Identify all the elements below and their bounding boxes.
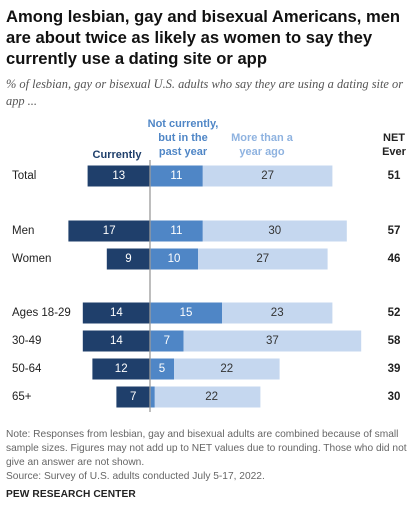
net-value: 51 bbox=[388, 170, 401, 182]
bar-over-year bbox=[222, 302, 333, 324]
data-label-over-year: 23 bbox=[271, 307, 284, 319]
data-label-past-year: 7 bbox=[164, 335, 170, 347]
data-label-past-year: 11 bbox=[170, 170, 182, 182]
bar-past-year bbox=[150, 302, 222, 324]
bar-currently bbox=[82, 302, 150, 324]
legend-over-year-line: More than a bbox=[231, 132, 294, 144]
brand-logo-text: PEW RESEARCH CENTER bbox=[6, 489, 136, 500]
bar-currently bbox=[116, 386, 150, 408]
bar-past-year bbox=[150, 220, 203, 242]
bar-over-year bbox=[202, 165, 333, 187]
legend-past-year-line: past year bbox=[159, 146, 208, 158]
category-label: 30-49 bbox=[12, 335, 41, 347]
data-label-past-year: 5 bbox=[159, 363, 165, 375]
data-label-past-year: 10 bbox=[168, 253, 181, 265]
bar-currently bbox=[92, 358, 150, 380]
data-label-over-year: 30 bbox=[268, 225, 281, 237]
source-text: Source: Survey of U.S. adults conducted … bbox=[6, 471, 265, 482]
bar-currently bbox=[82, 330, 150, 352]
stacked-bar-chart: Currently Not currently, but in the past ye… bbox=[12, 118, 407, 412]
legend-net-ever-line: NET bbox=[383, 132, 405, 144]
bar-currently bbox=[68, 220, 150, 242]
data-label-over-year: 22 bbox=[220, 363, 233, 375]
bar-past-year bbox=[150, 248, 198, 270]
net-value: 58 bbox=[388, 335, 401, 347]
net-value: 39 bbox=[388, 363, 401, 375]
data-label-past-year: 11 bbox=[170, 225, 182, 237]
data-label-over-year: 37 bbox=[266, 335, 279, 347]
category-label: Men bbox=[12, 225, 34, 237]
data-label-over-year: 27 bbox=[261, 170, 274, 182]
data-label-currently: 14 bbox=[110, 335, 123, 347]
note-text: Note: Responses from lesbian, gay and bi… bbox=[6, 429, 407, 468]
category-label: Women bbox=[12, 253, 51, 265]
data-label-currently: 12 bbox=[115, 363, 128, 375]
data-label-currently: 14 bbox=[110, 307, 123, 319]
data-label-over-year: 22 bbox=[205, 391, 218, 403]
bar-currently bbox=[106, 248, 150, 270]
category-label: Ages 18-29 bbox=[12, 307, 71, 319]
bar-past-year bbox=[150, 165, 203, 187]
data-label-currently: 9 bbox=[125, 253, 131, 265]
data-label-past-year: 15 bbox=[180, 307, 193, 319]
chart-title: Among lesbian, gay and bisexual American… bbox=[6, 7, 401, 68]
legend-past-year-line: but in the bbox=[158, 132, 208, 144]
legend-currently: Currently bbox=[93, 149, 143, 161]
net-value: 30 bbox=[388, 391, 401, 403]
net-value: 52 bbox=[388, 307, 401, 319]
data-label-over-year: 27 bbox=[256, 253, 269, 265]
category-label: 65+ bbox=[12, 391, 32, 403]
chart-notes: Note: Responses from lesbian, gay and bi… bbox=[6, 428, 416, 484]
data-label-currently: 7 bbox=[130, 391, 136, 403]
net-value: 57 bbox=[388, 225, 401, 237]
data-label-currently: 13 bbox=[112, 170, 125, 182]
bar-currently bbox=[87, 165, 150, 187]
bar-over-year bbox=[198, 248, 328, 270]
bar-over-year bbox=[183, 330, 362, 352]
category-label: Total bbox=[12, 170, 36, 182]
bar-over-year bbox=[154, 386, 261, 408]
bar-past-year bbox=[150, 330, 184, 352]
bar-over-year bbox=[174, 358, 280, 380]
data-label-currently: 17 bbox=[103, 225, 116, 237]
bar-over-year bbox=[202, 220, 347, 242]
legend-past-year-line: Not currently, bbox=[148, 118, 219, 130]
category-label: 50-64 bbox=[12, 363, 42, 375]
bar-past-year bbox=[150, 386, 155, 408]
legend-over-year-line: year ago bbox=[239, 146, 285, 158]
chart-subtitle: % of lesbian, gay or bisexual U.S. adult… bbox=[6, 77, 404, 108]
bar-past-year bbox=[150, 358, 174, 380]
legend-net-ever-line: Ever bbox=[382, 146, 407, 158]
net-value: 46 bbox=[388, 253, 401, 265]
